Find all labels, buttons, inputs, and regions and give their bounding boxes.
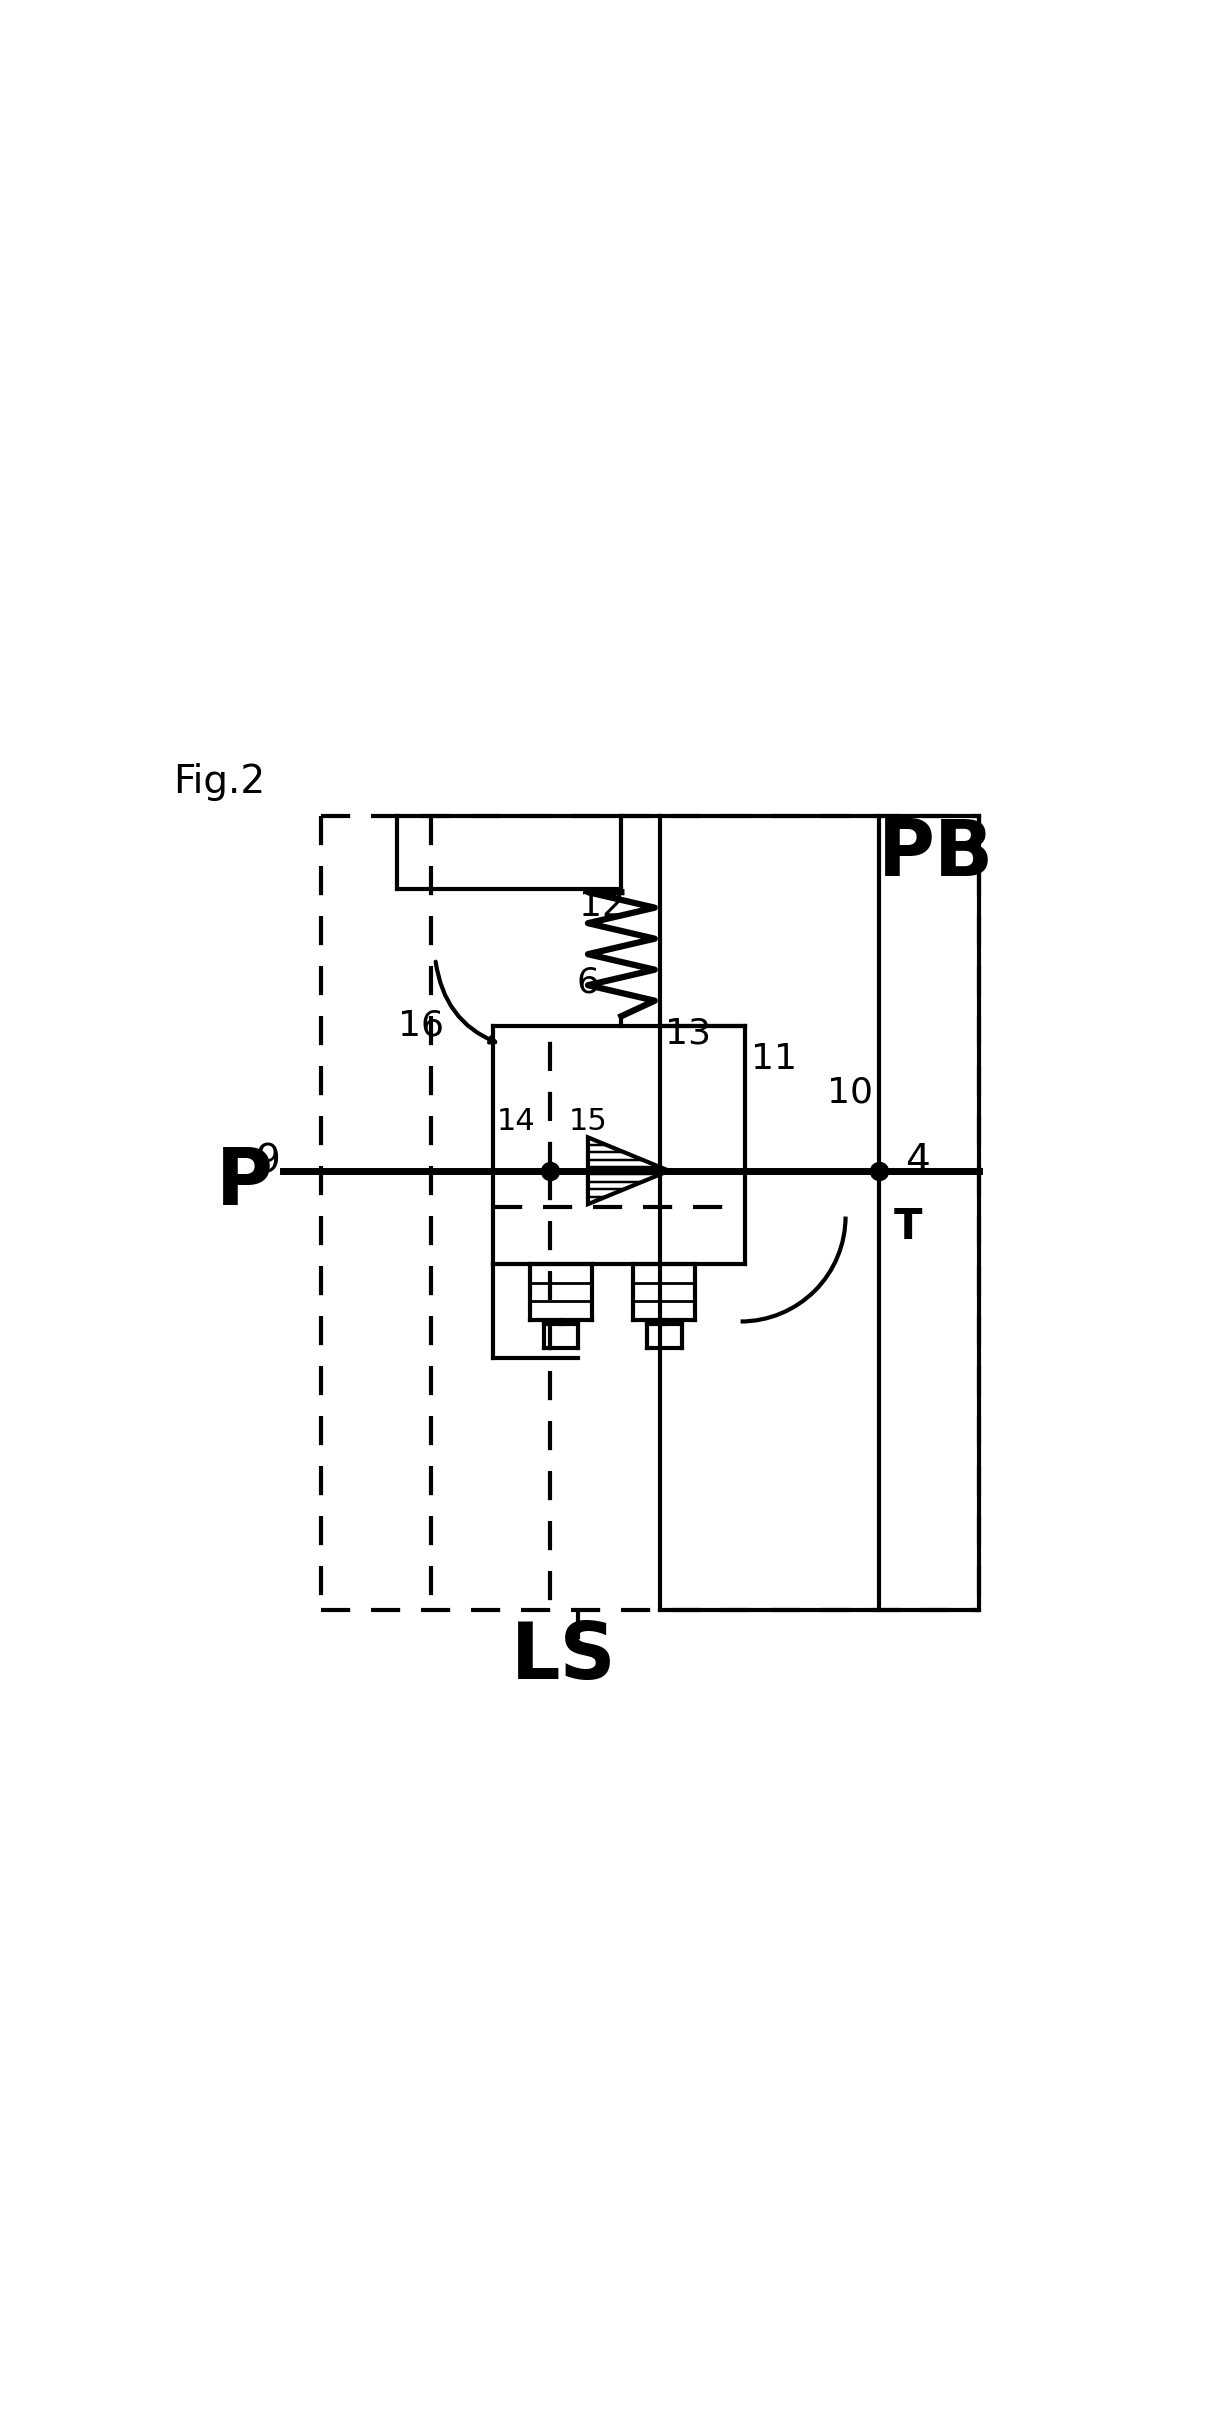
Text: 4: 4 [905,1142,929,1180]
Text: P: P [215,1144,273,1221]
Text: 15: 15 [569,1106,607,1135]
Text: 13: 13 [665,1017,712,1050]
Text: 14: 14 [497,1106,535,1135]
Text: T: T [894,1207,922,1248]
Text: 16: 16 [398,1009,444,1043]
Text: 6: 6 [576,966,599,1000]
Text: 12: 12 [580,889,625,923]
Text: Fig.2: Fig.2 [172,764,265,802]
Text: LS: LS [511,1619,617,1696]
Text: 9: 9 [256,1142,281,1180]
Text: 11: 11 [751,1043,796,1077]
Text: 10: 10 [827,1074,873,1111]
Text: PB: PB [878,817,995,891]
